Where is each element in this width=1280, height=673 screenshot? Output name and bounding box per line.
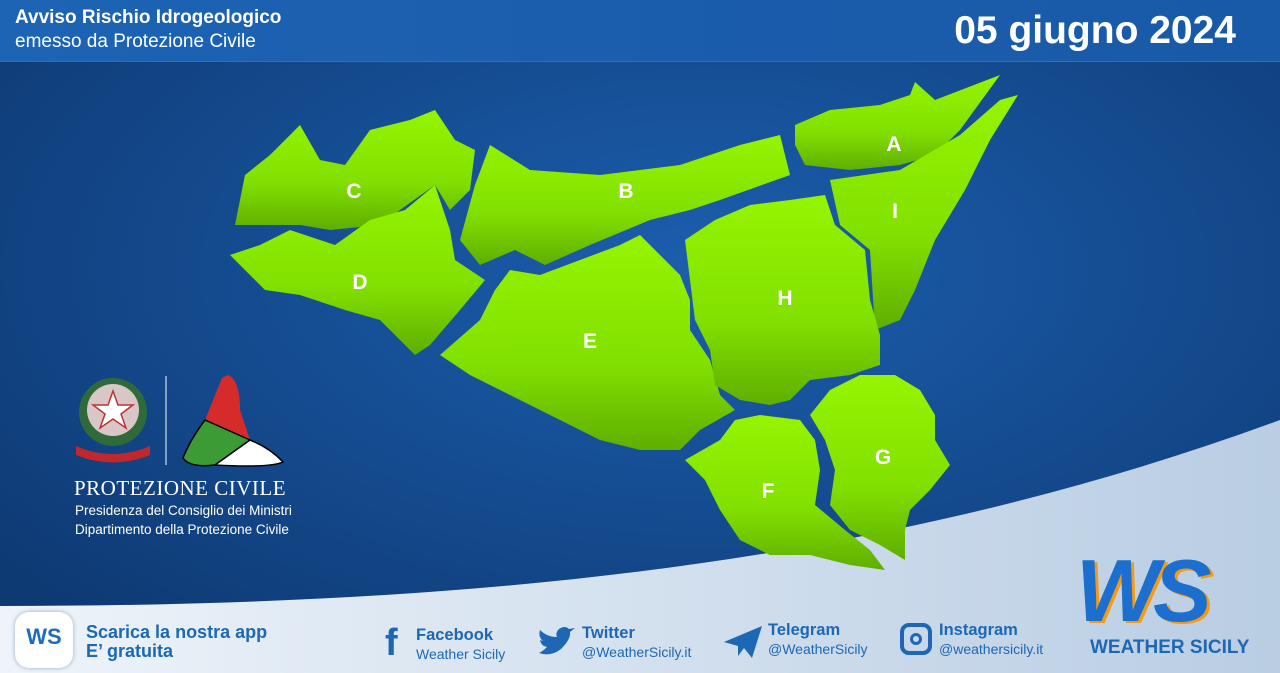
zone-label-f: F bbox=[762, 480, 775, 503]
protezione-civile-line1: Presidenza del Consiglio dei Ministri bbox=[75, 503, 292, 518]
page-title: Avviso Rischio Idrogeologico bbox=[15, 7, 282, 28]
protezione-civile-title: PROTEZIONE CIVILE bbox=[74, 476, 287, 500]
twitter-icon bbox=[539, 627, 575, 655]
ws-logo-text: WEATHER SICILY bbox=[1090, 637, 1250, 658]
protezione-civile-logo-icon bbox=[182, 375, 285, 467]
zone-e bbox=[440, 235, 735, 450]
twitter-handle: @WeatherSicily.it bbox=[582, 644, 692, 660]
ws-logo-mark: WS bbox=[1076, 541, 1212, 640]
zone-label-g: G bbox=[875, 446, 891, 469]
zone-b bbox=[460, 135, 790, 265]
zone-h bbox=[685, 195, 880, 405]
header-bar: Avviso Rischio Idrogeologico emesso da P… bbox=[0, 0, 1280, 62]
zone-label-a: A bbox=[886, 133, 901, 156]
page-subtitle: emesso da Protezione Civile bbox=[15, 31, 256, 52]
zone-i bbox=[830, 95, 1018, 330]
app-promo-line1[interactable]: Scarica la nostra app bbox=[86, 622, 268, 642]
telegram-icon bbox=[724, 626, 762, 658]
zone-g bbox=[810, 375, 950, 560]
facebook-label: Facebook bbox=[416, 626, 494, 644]
facebook-handle: Weather Sicily bbox=[416, 646, 506, 662]
zone-label-c: C bbox=[346, 180, 361, 203]
app-promo-line2: E’ gratuita bbox=[86, 641, 174, 661]
telegram-label: Telegram bbox=[768, 621, 841, 639]
instagram-handle: @weathersicily.it bbox=[939, 641, 1044, 657]
twitter-label: Twitter bbox=[582, 624, 635, 642]
republic-emblem-icon bbox=[76, 378, 150, 463]
sicily-map: A B C D E F G H I bbox=[230, 75, 1018, 570]
zone-d bbox=[230, 185, 485, 355]
zone-label-d: D bbox=[352, 271, 367, 294]
zone-label-e: E bbox=[583, 330, 597, 353]
zone-c bbox=[235, 110, 475, 230]
zone-f bbox=[685, 415, 885, 570]
facebook-icon: f bbox=[385, 622, 398, 664]
instagram-label: Instagram bbox=[939, 621, 1018, 639]
zone-label-h: H bbox=[777, 287, 792, 310]
zone-label-b: B bbox=[618, 180, 633, 203]
protezione-civile-line2: Dipartimento della Protezione Civile bbox=[75, 522, 289, 537]
app-icon[interactable]: WS bbox=[15, 612, 73, 668]
zone-label-i: I bbox=[892, 200, 898, 223]
zone-a bbox=[795, 75, 1000, 170]
instagram-icon bbox=[900, 623, 932, 655]
bulletin-date: 05 giugno 2024 bbox=[954, 9, 1236, 52]
telegram-handle: @WeatherSicily bbox=[768, 641, 868, 657]
